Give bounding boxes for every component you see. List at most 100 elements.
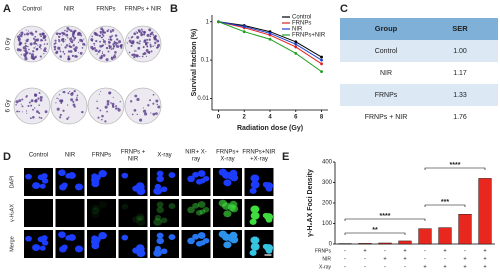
- colony: [29, 117, 32, 120]
- legend-label: FRNPs+NIR: [292, 33, 326, 39]
- column-label: X-ray: [157, 153, 171, 159]
- colony: [65, 44, 69, 47]
- column-label: FRNPs + NIR: [125, 7, 162, 13]
- condition-sign: +: [443, 265, 447, 271]
- x-tick-label: 0: [217, 115, 221, 121]
- point: [294, 51, 298, 55]
- colony: [99, 109, 102, 112]
- colony: [34, 107, 36, 109]
- nucleus: [25, 235, 32, 242]
- nucleus: [65, 235, 72, 241]
- foci: [250, 236, 260, 245]
- condition-sign: +: [383, 257, 387, 263]
- colony: [95, 39, 98, 43]
- nucleus: [41, 240, 49, 246]
- colony: [115, 107, 118, 110]
- nucleus: [132, 185, 140, 192]
- x-tick-label: 6: [294, 115, 298, 121]
- colony: [18, 43, 22, 46]
- nucleus: [199, 240, 206, 246]
- colony: [31, 33, 34, 36]
- column-label: Control: [29, 153, 48, 159]
- colony: [136, 97, 140, 102]
- colony: [115, 43, 118, 46]
- bar: [438, 227, 452, 245]
- nucleus: [91, 180, 100, 188]
- nucleus: [121, 234, 129, 241]
- colony: [105, 58, 109, 62]
- colony: [149, 43, 152, 46]
- colony: [108, 38, 110, 41]
- colony: [137, 29, 140, 31]
- column-label: FRNPs: [92, 153, 111, 159]
- colony: [102, 53, 106, 57]
- micrograph: [24, 230, 53, 258]
- colony: [32, 37, 36, 40]
- colony: [133, 55, 136, 59]
- foci: [154, 214, 162, 221]
- colony: [58, 94, 61, 96]
- colony: [133, 32, 137, 36]
- colony: [23, 49, 25, 51]
- colony: [53, 45, 57, 49]
- foci: [221, 233, 231, 241]
- colony: [20, 54, 23, 56]
- colony: [33, 47, 35, 49]
- foci: [132, 216, 140, 223]
- foci: [199, 209, 206, 215]
- foci: [187, 237, 195, 245]
- colony: [152, 112, 156, 116]
- colony: [37, 44, 39, 46]
- foci: [195, 209, 203, 216]
- significance-label: ****: [450, 162, 461, 169]
- colony: [74, 49, 77, 52]
- colony: [68, 116, 70, 119]
- colony: [131, 53, 134, 57]
- nucleus: [98, 232, 107, 240]
- nucleus: [39, 183, 46, 189]
- colony: [45, 50, 47, 53]
- plate: [124, 87, 162, 125]
- colony: [54, 42, 57, 45]
- colony: [19, 34, 23, 38]
- row-label: Merge: [9, 236, 15, 252]
- nucleus: [250, 174, 260, 183]
- colony: [73, 48, 76, 50]
- point: [294, 45, 298, 49]
- colony: [156, 103, 159, 106]
- colony: [101, 51, 104, 53]
- colony: [105, 46, 109, 50]
- y-tick-label: 100: [322, 221, 333, 227]
- colony: [81, 110, 84, 114]
- foci: [262, 212, 270, 219]
- y-axis-label: γ-H₂AX Foci Density: [307, 169, 314, 237]
- colony: [135, 54, 139, 58]
- x-tick-label: 2: [243, 115, 247, 121]
- colony: [146, 38, 149, 41]
- colony: [25, 29, 27, 31]
- colony: [73, 89, 76, 93]
- foci: [91, 207, 100, 215]
- column-label: NIR+ X-: [185, 150, 207, 156]
- colony: [149, 45, 152, 48]
- condition-sign: +: [463, 257, 467, 263]
- colony: [141, 30, 144, 32]
- condition-sign: -: [404, 265, 406, 271]
- foci: [94, 237, 101, 243]
- condition-sign: +: [363, 249, 367, 255]
- column-label: FRNPs+: [216, 150, 239, 156]
- table-cell: 1.00: [453, 48, 467, 55]
- colony: [100, 91, 102, 93]
- colony: [134, 94, 138, 98]
- condition-name: X-ray: [319, 264, 331, 270]
- colony: [131, 40, 135, 44]
- colony: [26, 112, 28, 114]
- colony: [68, 43, 71, 45]
- condition-sign: -: [424, 257, 426, 263]
- colony: [40, 48, 42, 50]
- foci: [168, 203, 176, 210]
- colony: [60, 44, 62, 46]
- bar: [378, 242, 392, 245]
- y-tick-label: 0: [329, 242, 333, 248]
- table-cell: 1.76: [453, 114, 467, 121]
